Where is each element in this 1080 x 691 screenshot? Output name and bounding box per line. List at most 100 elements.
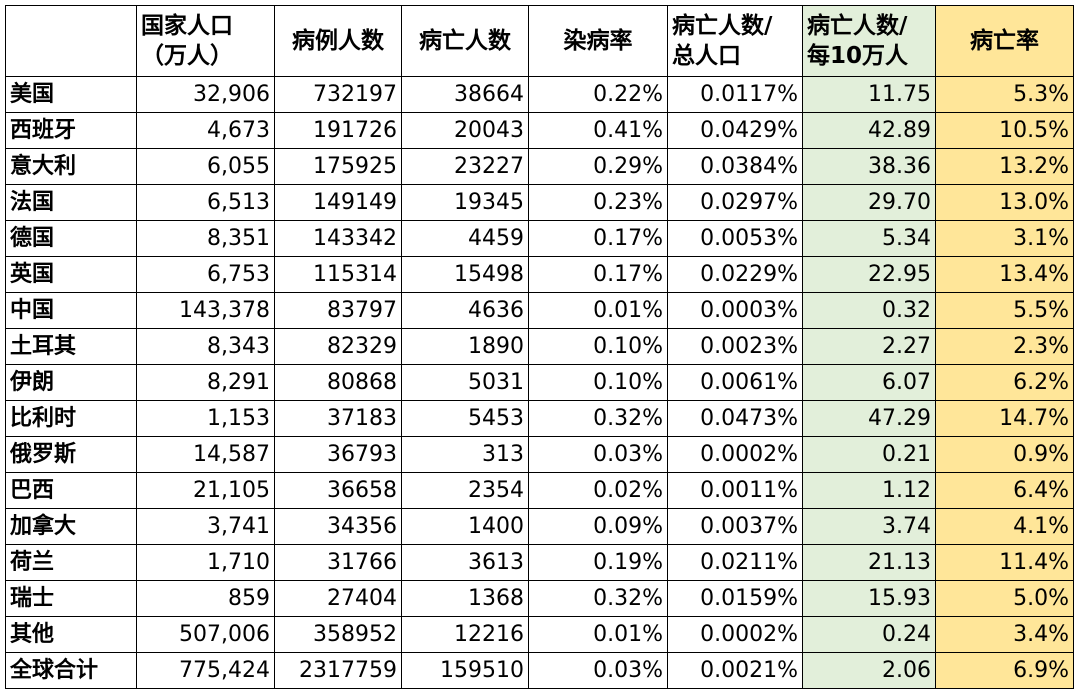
header-deaths-over-pop-line1: 病亡人数/ bbox=[672, 13, 773, 39]
cell-cases: 115314 bbox=[274, 256, 402, 293]
cell-infection-rate: 0.02% bbox=[528, 472, 668, 509]
cell-deaths-per-100k: 47.29 bbox=[802, 400, 936, 437]
cell-population: 3,741 bbox=[136, 508, 275, 545]
table-row: 巴西 21,105 36658 2354 0.02% 0.0011% 1.12 6.4% bbox=[5, 472, 1074, 509]
cell-population: 775,424 bbox=[136, 652, 275, 689]
cell-infection-rate: 0.23% bbox=[528, 184, 668, 221]
cell-fatality-rate: 2.3% bbox=[935, 328, 1074, 365]
cell-fatality-rate: 6.4% bbox=[935, 472, 1074, 509]
cell-cases: 175925 bbox=[274, 148, 402, 185]
cell-cases: 2317759 bbox=[274, 652, 402, 689]
cell-country: 俄罗斯 bbox=[5, 436, 137, 473]
cell-country: 荷兰 bbox=[5, 544, 137, 581]
cell-deaths-over-pop: 0.0002% bbox=[667, 616, 803, 653]
cell-country: 意大利 bbox=[5, 148, 137, 185]
cell-infection-rate: 0.29% bbox=[528, 148, 668, 185]
header-population-line1: 国家人口 bbox=[141, 13, 233, 39]
header-row: 国家人口 （万人） 病例人数 病亡人数 染病率 病亡人数/ 总人口 病亡人数/ … bbox=[5, 5, 1074, 77]
cell-deaths-over-pop: 0.0053% bbox=[667, 220, 803, 257]
cell-fatality-rate: 0.9% bbox=[935, 436, 1074, 473]
cell-population: 6,513 bbox=[136, 184, 275, 221]
cell-cases: 149149 bbox=[274, 184, 402, 221]
header-population-line2: （万人） bbox=[141, 43, 233, 69]
cell-infection-rate: 0.17% bbox=[528, 220, 668, 257]
cell-cases: 80868 bbox=[274, 364, 402, 401]
cell-country: 土耳其 bbox=[5, 328, 137, 365]
cell-country: 法国 bbox=[5, 184, 137, 221]
cell-fatality-rate: 4.1% bbox=[935, 508, 1074, 545]
cell-cases: 143342 bbox=[274, 220, 402, 257]
cell-cases: 732197 bbox=[274, 76, 402, 113]
cell-deaths: 23227 bbox=[401, 148, 529, 185]
table-row: 法国 6,513 149149 19345 0.23% 0.0297% 29.70 13.0% bbox=[5, 184, 1074, 221]
covid-stats-table: 国家人口 （万人） 病例人数 病亡人数 染病率 病亡人数/ 总人口 病亡人数/ … bbox=[5, 5, 1074, 689]
header-deaths: 病亡人数 bbox=[401, 5, 529, 77]
cell-deaths: 4459 bbox=[401, 220, 529, 257]
cell-fatality-rate: 14.7% bbox=[935, 400, 1074, 437]
cell-infection-rate: 0.17% bbox=[528, 256, 668, 293]
cell-population: 859 bbox=[136, 580, 275, 617]
cell-deaths: 5453 bbox=[401, 400, 529, 437]
cell-deaths-per-100k: 5.34 bbox=[802, 220, 936, 257]
cell-fatality-rate: 11.4% bbox=[935, 544, 1074, 581]
cell-deaths: 20043 bbox=[401, 112, 529, 149]
cell-deaths-over-pop: 0.0002% bbox=[667, 436, 803, 473]
cell-population: 507,006 bbox=[136, 616, 275, 653]
cell-deaths-per-100k: 22.95 bbox=[802, 256, 936, 293]
cell-infection-rate: 0.32% bbox=[528, 580, 668, 617]
cell-deaths-over-pop: 0.0384% bbox=[667, 148, 803, 185]
cell-deaths-over-pop: 0.0211% bbox=[667, 544, 803, 581]
cell-fatality-rate: 5.5% bbox=[935, 292, 1074, 329]
cell-deaths-over-pop: 0.0229% bbox=[667, 256, 803, 293]
cell-fatality-rate: 5.3% bbox=[935, 76, 1074, 113]
cell-deaths-over-pop: 0.0159% bbox=[667, 580, 803, 617]
cell-deaths-per-100k: 6.07 bbox=[802, 364, 936, 401]
table-row: 全球合计 775,424 2317759 159510 0.03% 0.0021% 2.06… bbox=[5, 652, 1074, 689]
cell-population: 1,153 bbox=[136, 400, 275, 437]
cell-deaths-over-pop: 0.0473% bbox=[667, 400, 803, 437]
cell-infection-rate: 0.01% bbox=[528, 292, 668, 329]
cell-deaths-per-100k: 0.24 bbox=[802, 616, 936, 653]
cell-cases: 191726 bbox=[274, 112, 402, 149]
cell-deaths-over-pop: 0.0021% bbox=[667, 652, 803, 689]
table-row: 俄罗斯 14,587 36793 313 0.03% 0.0002% 0.21 0.9% bbox=[5, 436, 1074, 473]
cell-population: 4,673 bbox=[136, 112, 275, 149]
cell-deaths: 15498 bbox=[401, 256, 529, 293]
cell-country: 加拿大 bbox=[5, 508, 137, 545]
header-deaths-over-pop: 病亡人数/ 总人口 bbox=[667, 5, 803, 77]
header-deaths-per-100k-line2: 每10万人 bbox=[807, 43, 909, 69]
cell-deaths-per-100k: 11.75 bbox=[802, 76, 936, 113]
cell-population: 14,587 bbox=[136, 436, 275, 473]
cell-infection-rate: 0.03% bbox=[528, 436, 668, 473]
cell-deaths: 159510 bbox=[401, 652, 529, 689]
cell-deaths: 4636 bbox=[401, 292, 529, 329]
header-country bbox=[5, 5, 137, 77]
table-row: 比利时 1,153 37183 5453 0.32% 0.0473% 47.29 14.7% bbox=[5, 400, 1074, 437]
cell-deaths-per-100k: 1.12 bbox=[802, 472, 936, 509]
cell-country: 德国 bbox=[5, 220, 137, 257]
cell-population: 8,291 bbox=[136, 364, 275, 401]
cell-fatality-rate: 3.4% bbox=[935, 616, 1074, 653]
cell-country: 美国 bbox=[5, 76, 137, 113]
cell-fatality-rate: 13.4% bbox=[935, 256, 1074, 293]
cell-country: 全球合计 bbox=[5, 652, 137, 689]
cell-population: 143,378 bbox=[136, 292, 275, 329]
cell-infection-rate: 0.09% bbox=[528, 508, 668, 545]
cell-deaths-per-100k: 0.21 bbox=[802, 436, 936, 473]
cell-country: 中国 bbox=[5, 292, 137, 329]
cell-fatality-rate: 6.9% bbox=[935, 652, 1074, 689]
cell-deaths-over-pop: 0.0429% bbox=[667, 112, 803, 149]
cell-deaths-per-100k: 21.13 bbox=[802, 544, 936, 581]
header-deaths-per-100k-line1: 病亡人数/ bbox=[807, 13, 908, 39]
cell-infection-rate: 0.41% bbox=[528, 112, 668, 149]
cell-deaths-over-pop: 0.0297% bbox=[667, 184, 803, 221]
cell-country: 英国 bbox=[5, 256, 137, 293]
cell-cases: 358952 bbox=[274, 616, 402, 653]
header-infection-rate: 染病率 bbox=[528, 5, 668, 77]
cell-fatality-rate: 13.2% bbox=[935, 148, 1074, 185]
cell-deaths-per-100k: 29.70 bbox=[802, 184, 936, 221]
cell-deaths-over-pop: 0.0011% bbox=[667, 472, 803, 509]
cell-cases: 83797 bbox=[274, 292, 402, 329]
cell-deaths: 12216 bbox=[401, 616, 529, 653]
table-row: 其他 507,006 358952 12216 0.01% 0.0002% 0.24 3.4% bbox=[5, 616, 1074, 653]
